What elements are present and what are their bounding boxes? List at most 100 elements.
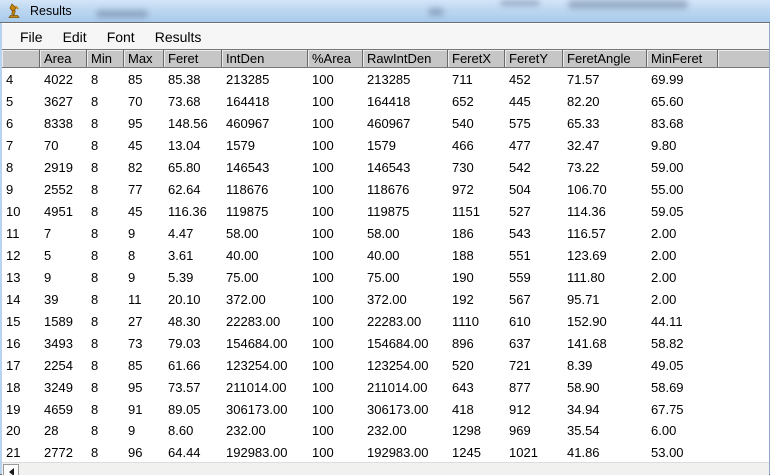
- table-cell: 100: [312, 269, 334, 285]
- table-cell: 8: [91, 138, 99, 154]
- table-cell: 2.00: [651, 291, 677, 307]
- table-cell: 188: [452, 247, 474, 263]
- table-cell: 44.11: [651, 313, 683, 329]
- table-cell: 69.99: [651, 72, 684, 88]
- table-cell: 1245: [452, 445, 481, 461]
- table-cell: 77: [128, 182, 143, 198]
- table-cell: 20.10: [168, 291, 201, 307]
- table-cell: 100: [312, 204, 334, 220]
- table-cell: 232.00: [226, 423, 266, 439]
- row-number: 9: [6, 182, 14, 198]
- table-cell: 70: [44, 138, 59, 154]
- table-row[interactable]: 5 3627 8 70 73.68 164418 100 164418 652 445 82.20 6…: [2, 91, 769, 113]
- table-cell: 8: [91, 204, 99, 220]
- table-cell: 8: [91, 116, 99, 132]
- table-row[interactable]: 11 7 8 9 4.47 58.00 100 58.00 186 543 116.57 2.00: [2, 223, 769, 245]
- table-cell: 1579: [367, 138, 396, 154]
- table-row[interactable]: 8 2919 8 82 65.80 146543 100 146543 730 542 73.22 5…: [2, 157, 769, 179]
- table-cell: 527: [509, 204, 531, 220]
- column-header-blank: [718, 50, 769, 67]
- table-cell: 477: [509, 138, 531, 154]
- table-cell: 730: [452, 160, 474, 176]
- table-row[interactable]: 20 28 8 9 8.60 232.00 100 232.00 1298 969 35.54 6.0…: [2, 420, 769, 442]
- table-cell: 559: [509, 269, 531, 285]
- horizontal-scrollbar[interactable]: [2, 462, 769, 475]
- window-title: Results: [30, 4, 72, 18]
- row-number: 14: [6, 291, 21, 307]
- menu-item-results[interactable]: Results: [154, 28, 202, 45]
- column-header-FeretX: FeretX: [448, 50, 505, 67]
- table-cell: 213285: [226, 72, 270, 88]
- table-cell: 551: [509, 247, 531, 263]
- window-frame: File Edit Font Results Area Min Max Feret IntDe…: [0, 22, 770, 475]
- menu-item-file[interactable]: File: [20, 28, 43, 45]
- table-cell: 3249: [44, 379, 73, 395]
- table-cell: 542: [509, 160, 531, 176]
- table-row[interactable]: 9 2552 8 77 62.64 118676 100 118676 972 504 106.70…: [2, 179, 769, 201]
- table-row[interactable]: 19 4659 8 91 89.05 306173.00 100 306173.00 418 91…: [2, 398, 769, 420]
- table-cell: 73: [128, 335, 143, 351]
- table-cell: 59.05: [651, 204, 684, 220]
- row-number: 17: [6, 357, 21, 373]
- table-cell: 32.47: [567, 138, 600, 154]
- column-header-Feret: Feret: [164, 50, 222, 67]
- table-row[interactable]: 14 39 8 11 20.10 372.00 100 372.00 192 567 95.71 2.…: [2, 288, 769, 310]
- table-cell: 969: [509, 423, 531, 439]
- table-row[interactable]: 18 3249 8 95 73.57 211014.00 100 211014.00 643 87…: [2, 376, 769, 398]
- table-cell: 8: [91, 182, 99, 198]
- table-row[interactable]: 10 4951 8 45 116.36 119875 100 119875 1151 527 114…: [2, 201, 769, 223]
- title-bar[interactable]: Results: [0, 0, 770, 22]
- table-cell: 58.90: [567, 379, 600, 395]
- table-cell: 232.00: [367, 423, 407, 439]
- table-cell: 8: [91, 160, 99, 176]
- table-cell: 100: [312, 401, 334, 417]
- table-body: 4 4022 8 85 85.38 213285 100 213285 711 452 71.57 6…: [2, 69, 769, 474]
- table-cell: 211014.00: [226, 379, 287, 395]
- table-row[interactable]: 16 3493 8 73 79.03 154684.00 100 154684.00 896 63…: [2, 332, 769, 354]
- row-number: 15: [6, 313, 21, 329]
- table-row[interactable]: 4 4022 8 85 85.38 213285 100 213285 711 452 71.57 6…: [2, 69, 769, 91]
- menu-item-edit[interactable]: Edit: [62, 28, 87, 45]
- table-row[interactable]: 7 70 8 45 13.04 1579 100 1579 466 477 32.47 9.80: [2, 135, 769, 157]
- titlebar-reflection: [568, 0, 688, 9]
- row-number: 13: [6, 269, 21, 285]
- table-cell: 192983.00: [367, 445, 429, 461]
- table-row[interactable]: 15 1589 8 27 48.30 22283.00 100 22283.00 1110 610…: [2, 310, 769, 332]
- row-number: 5: [6, 94, 14, 110]
- table-row[interactable]: 17 2254 8 85 61.66 123254.00 100 123254.00 520 72…: [2, 354, 769, 376]
- table-cell: 79.03: [168, 335, 201, 351]
- table-cell: 154684.00: [226, 335, 288, 351]
- table-row[interactable]: 6 8338 8 95 148.56 460967 100 460967 540 575 65.33…: [2, 113, 769, 135]
- table-cell: 85: [128, 357, 143, 373]
- table-cell: 306173.00: [226, 401, 288, 417]
- table-cell: 100: [312, 138, 334, 154]
- table-cell: 59.00: [651, 160, 684, 176]
- table-cell: 164418: [367, 94, 411, 110]
- table-row[interactable]: 13 9 8 9 5.39 75.00 100 75.00 190 559 111.80 2.00: [2, 266, 769, 288]
- row-number: 12: [6, 247, 21, 263]
- table-cell: 100: [312, 335, 334, 351]
- table-cell: 100: [312, 226, 334, 242]
- results-table: Area Min Max Feret IntDen %Area RawIntDen Feret…: [2, 49, 769, 474]
- table-cell: 3.61: [168, 247, 194, 263]
- scroll-left-button[interactable]: [3, 464, 19, 475]
- table-cell: 39: [44, 291, 59, 307]
- table-row[interactable]: 21 2772 8 96 64.44 192983.00 100 192983.00 1245 1…: [2, 442, 769, 464]
- table-cell: 152.90: [567, 313, 607, 329]
- table-cell: 116.36: [168, 204, 207, 220]
- table-cell: 100: [312, 116, 334, 132]
- table-row[interactable]: 12 5 8 8 3.61 40.00 100 40.00 188 551 123.69 2.00: [2, 245, 769, 267]
- table-cell: 452: [509, 72, 531, 88]
- column-header-MinFeret: MinFeret: [647, 50, 718, 67]
- menu-item-font[interactable]: Font: [106, 28, 135, 45]
- table-cell: 8: [91, 291, 99, 307]
- column-header-Area: Area: [40, 50, 87, 67]
- table-cell: 504: [509, 182, 531, 198]
- table-cell: 75.00: [226, 269, 259, 285]
- table-cell: 118676: [367, 182, 410, 198]
- table-cell: 65.80: [168, 160, 201, 176]
- table-cell: 82.20: [567, 94, 600, 110]
- table-cell: 372.00: [367, 291, 407, 307]
- table-cell: 543: [509, 226, 531, 242]
- column-header-%Area: %Area: [308, 50, 363, 67]
